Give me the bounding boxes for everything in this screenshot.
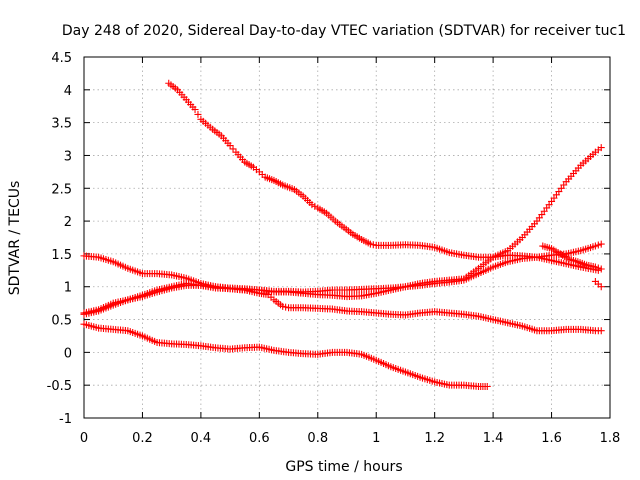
y-axis-label: SDTVAR / TECUs xyxy=(7,181,23,296)
sdtvar-chart: Day 248 of 2020, Sidereal Day-to-day VTE… xyxy=(0,0,640,480)
y-tick-label: -0.5 xyxy=(47,379,72,394)
chart-title: Day 248 of 2020, Sidereal Day-to-day VTE… xyxy=(62,23,626,39)
series-satellite-B xyxy=(81,144,605,300)
x-tick-label: 1.4 xyxy=(483,431,504,446)
y-tick-label: 1 xyxy=(64,281,72,296)
series-satellite-C xyxy=(81,241,605,318)
grid xyxy=(84,57,610,418)
plot-frame xyxy=(84,57,610,418)
x-tick-label: 1.2 xyxy=(424,431,445,446)
y-tick-label: -1 xyxy=(59,412,72,427)
x-tick-label: 1 xyxy=(372,431,380,446)
y-tick-label: 4 xyxy=(64,84,72,99)
x-tick-label: 0.2 xyxy=(132,431,153,446)
y-axis-ticks: -1 -0.5 0 0.5 1 1.5 2 2.5 3 3.5 4 4.5 xyxy=(47,51,610,427)
y-tick-label: 2 xyxy=(64,215,72,230)
x-axis-label: GPS time / hours xyxy=(285,459,402,475)
y-tick-label: 0 xyxy=(64,346,72,361)
x-axis-ticks: 0 0.2 0.4 0.6 0.8 1 1.2 1.4 1.6 1.8 xyxy=(80,57,620,446)
series-satellite-G xyxy=(592,278,605,290)
x-tick-label: 1.6 xyxy=(541,431,562,446)
y-tick-label: 3.5 xyxy=(51,117,72,132)
x-tick-label: 0.4 xyxy=(191,431,212,446)
x-tick-label: 0.8 xyxy=(307,431,328,446)
y-tick-label: 0.5 xyxy=(51,314,72,329)
data-series xyxy=(81,80,605,390)
x-tick-label: 0 xyxy=(80,431,88,446)
x-tick-label: 0.6 xyxy=(249,431,270,446)
y-tick-label: 4.5 xyxy=(51,51,72,66)
y-tick-label: 2.5 xyxy=(51,182,72,197)
series-satellite-E xyxy=(81,321,491,390)
x-tick-label: 1.8 xyxy=(600,431,621,446)
y-tick-label: 1.5 xyxy=(51,248,72,263)
series-satellite-A xyxy=(165,80,602,274)
y-tick-label: 3 xyxy=(64,149,72,164)
